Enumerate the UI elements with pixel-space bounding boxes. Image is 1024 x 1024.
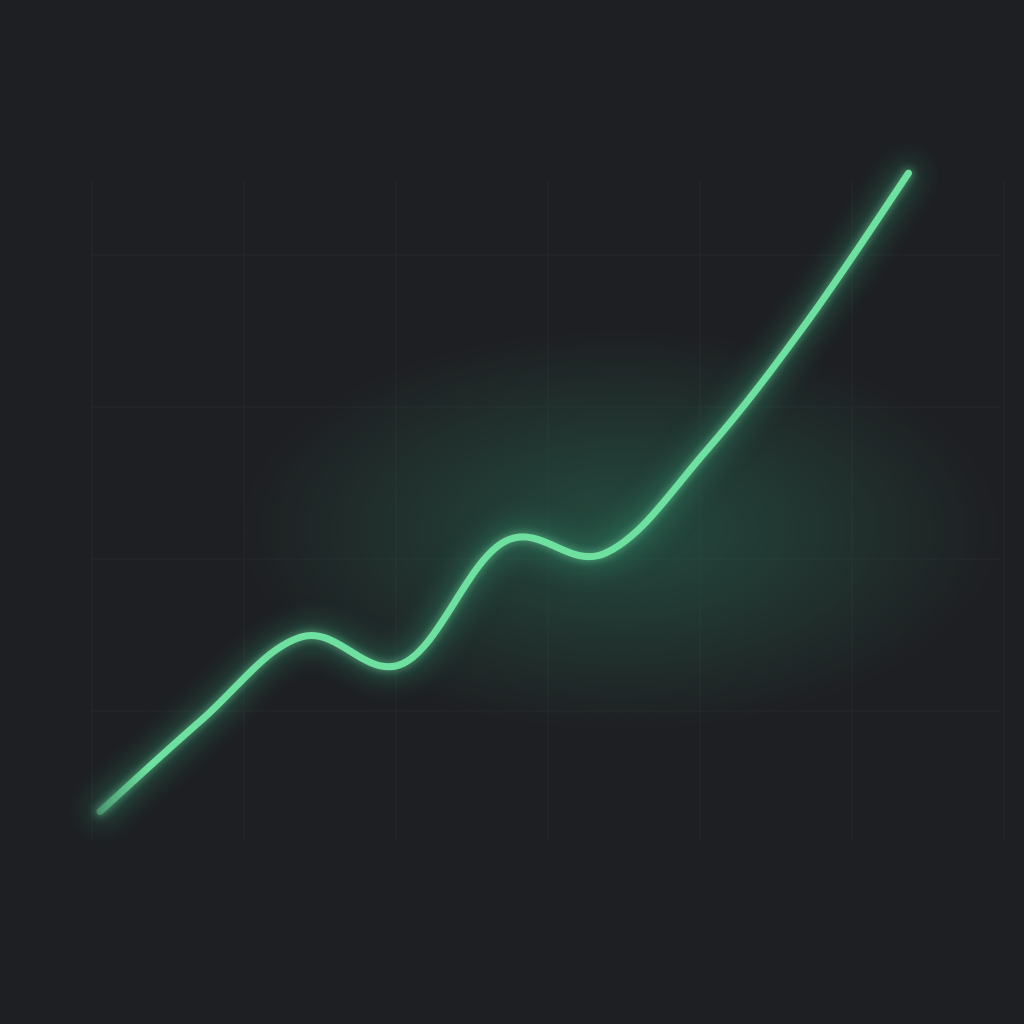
- ambient-glow: [240, 330, 1000, 730]
- series-layer: [89, 162, 920, 823]
- series-line: [96, 169, 912, 816]
